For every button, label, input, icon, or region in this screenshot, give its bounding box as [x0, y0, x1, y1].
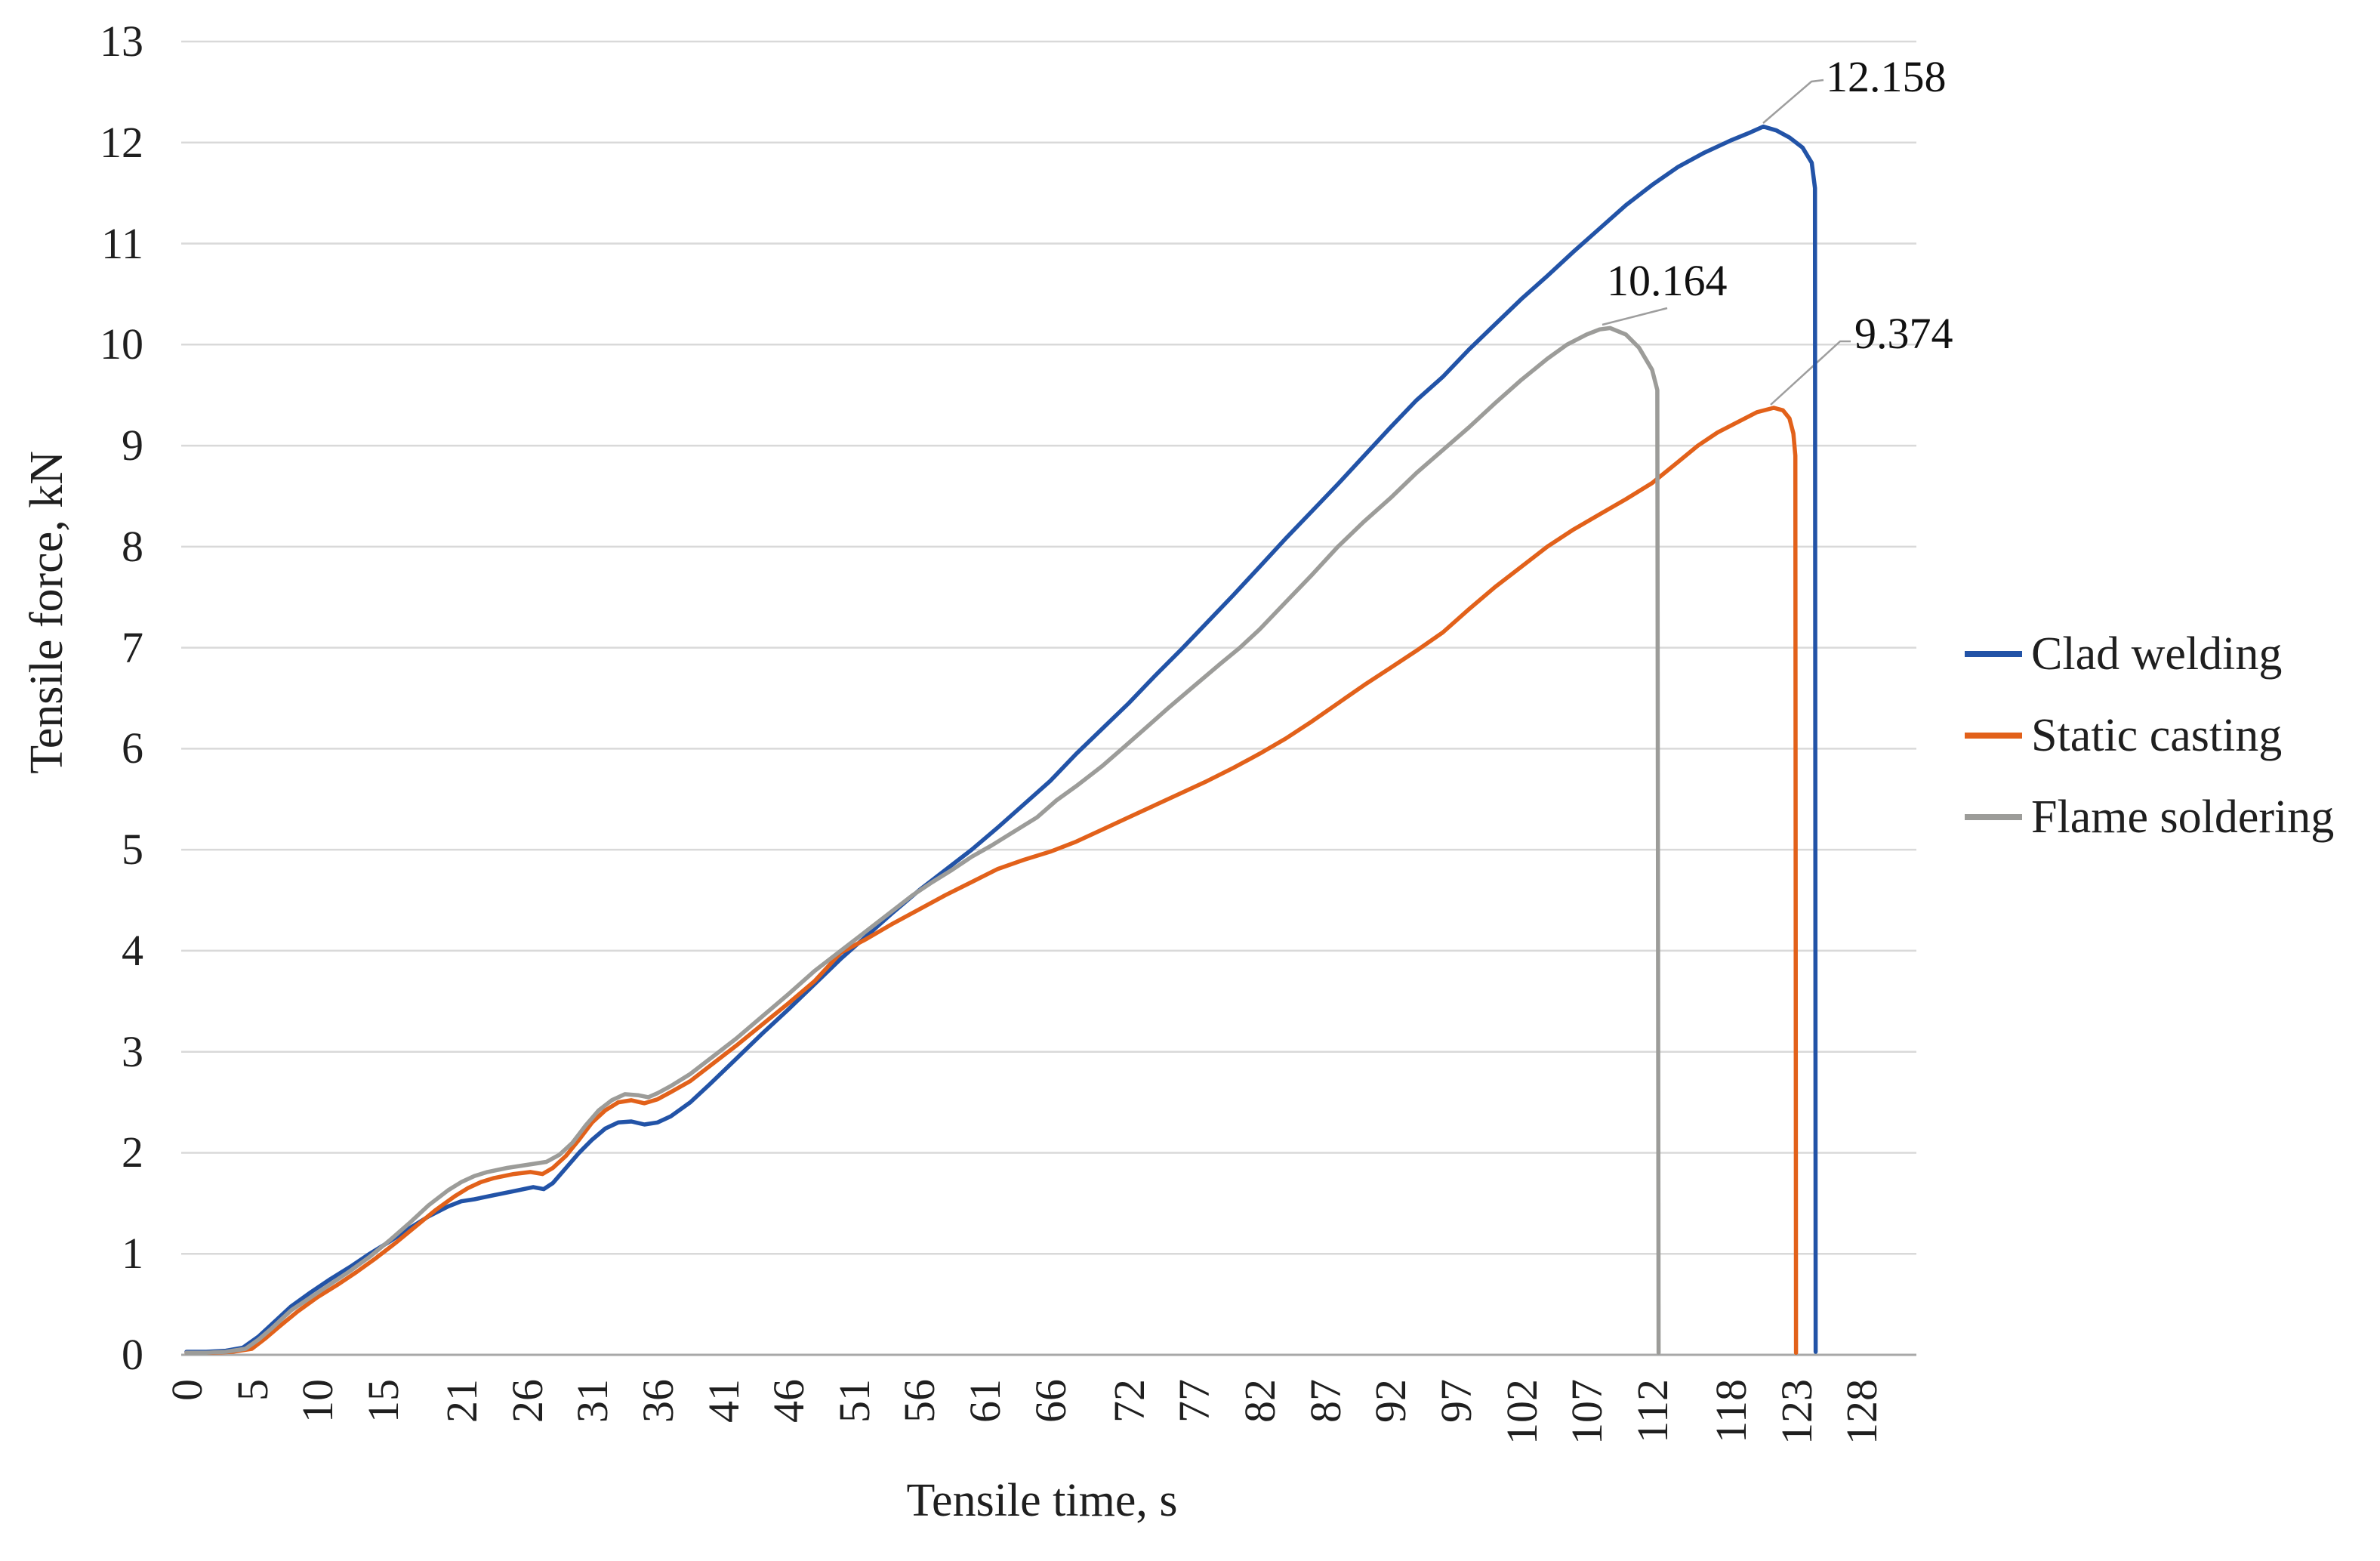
y-tick-label-1: 1: [122, 1229, 143, 1279]
x-tick-label-102: 102: [1497, 1379, 1546, 1445]
legend-label: Static casting: [2031, 709, 2283, 761]
series-line-static-casting: [184, 406, 1799, 1356]
x-tick-label-26: 26: [502, 1379, 552, 1423]
legend-swatch-icon: [1965, 651, 2022, 657]
y-tick-label-3: 3: [122, 1026, 143, 1076]
x-tick-label-97: 97: [1432, 1379, 1481, 1423]
leader-line-9.374: [1770, 340, 1851, 406]
x-tick-label-118: 118: [1706, 1379, 1756, 1443]
legend-item-clad-welding: Clad welding: [1965, 627, 2282, 681]
y-tick-label-11: 11: [101, 218, 143, 268]
x-tick-label-51: 51: [829, 1379, 879, 1423]
x-tick-label-77: 77: [1170, 1379, 1219, 1423]
data-label-12.158: 12.158: [1826, 52, 1947, 101]
y-axis-title: Tensile force, kN: [21, 451, 72, 774]
x-tick-label-21: 21: [436, 1379, 486, 1423]
data-label-10.164: 10.164: [1607, 256, 1728, 305]
x-tick-label-87: 87: [1300, 1379, 1350, 1423]
series-line-clad-welding: [184, 124, 1818, 1354]
y-tick-label-0: 0: [122, 1330, 143, 1379]
x-tick-label-123: 123: [1771, 1379, 1821, 1445]
legend-swatch-icon: [1965, 733, 2022, 739]
legend-label: Clad welding: [2031, 628, 2283, 680]
x-tick-label-56: 56: [895, 1379, 945, 1423]
x-tick-label-92: 92: [1366, 1379, 1416, 1423]
x-tick-label-5: 5: [227, 1379, 277, 1401]
data-label-9.374: 9.374: [1854, 309, 1953, 358]
x-tick-label-10: 10: [293, 1379, 343, 1423]
leader-line-12.158: [1762, 79, 1824, 124]
y-tick-label-8: 8: [122, 521, 143, 571]
legend-item-static-casting: Static casting: [1965, 708, 2282, 763]
x-axis-title: Tensile time, s: [906, 1475, 1178, 1526]
x-tick-label-46: 46: [764, 1379, 814, 1423]
x-tick-label-15: 15: [358, 1379, 408, 1423]
y-tick-label-7: 7: [122, 622, 143, 672]
y-tick-label-5: 5: [122, 825, 143, 875]
y-tick-label-12: 12: [100, 117, 143, 167]
legend-swatch-icon: [1965, 814, 2022, 820]
series-line-flame-soldering: [184, 325, 1661, 1356]
leader-line-10.164: [1602, 307, 1668, 326]
x-tick-label-0: 0: [162, 1379, 211, 1401]
x-tick-label-72: 72: [1104, 1379, 1154, 1423]
x-tick-label-112: 112: [1627, 1379, 1677, 1443]
y-tick-label-4: 4: [122, 925, 143, 975]
x-tick-label-61: 61: [960, 1379, 1010, 1423]
x-tick-label-82: 82: [1235, 1379, 1285, 1423]
legend-label: Flame soldering: [2031, 791, 2335, 843]
x-tick-label-31: 31: [568, 1379, 618, 1423]
y-tick-label-9: 9: [122, 421, 143, 470]
x-tick-label-107: 107: [1562, 1379, 1612, 1445]
x-tick-label-66: 66: [1025, 1379, 1075, 1423]
legend-item-flame-soldering: Flame soldering: [1965, 790, 2334, 844]
x-tick-label-128: 128: [1837, 1379, 1887, 1445]
y-tick-label-13: 13: [100, 16, 143, 66]
y-tick-label-6: 6: [122, 723, 143, 773]
x-tick-label-41: 41: [698, 1379, 748, 1423]
y-tick-label-2: 2: [122, 1128, 143, 1177]
y-tick-label-10: 10: [100, 319, 143, 369]
x-tick-label-36: 36: [633, 1379, 683, 1423]
